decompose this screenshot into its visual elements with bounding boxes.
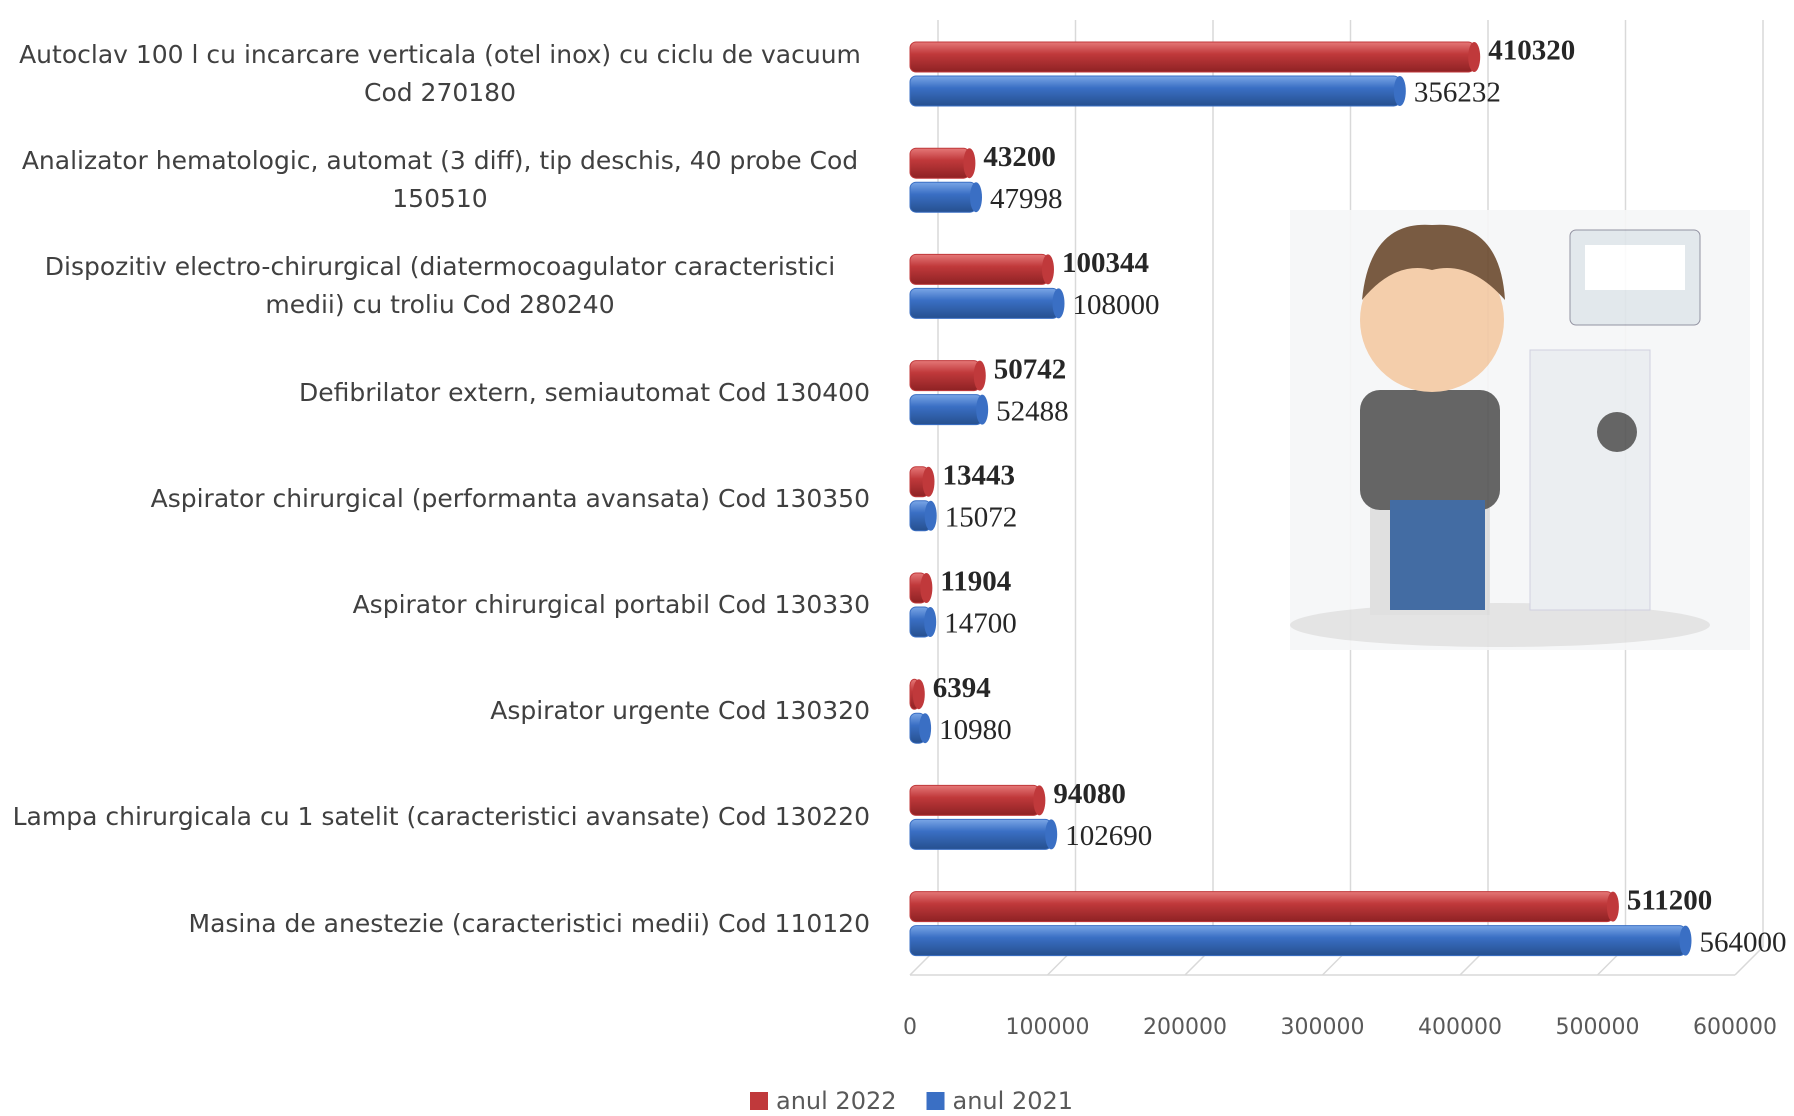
legend-swatch (750, 1092, 768, 1110)
data-label: 356232 (1414, 77, 1501, 109)
y-tick-label: Aspirator chirurgical (performanta avans… (150, 483, 870, 513)
data-label: 511200 (1627, 884, 1712, 916)
data-label: 43200 (983, 141, 1056, 173)
dial (1597, 412, 1637, 452)
x-tick-label: 600000 (1693, 1015, 1777, 1040)
bar-cap (1033, 785, 1046, 816)
category-label-box: Autoclav 100 l cu incarcare verticala (o… (10, 36, 870, 112)
machine (1529, 349, 1651, 611)
hair (1362, 224, 1505, 300)
illustration (1290, 210, 1750, 650)
data-label: 100344 (1062, 247, 1149, 279)
data-label: 108000 (1073, 289, 1160, 321)
data-label: 410320 (1488, 35, 1575, 67)
y-tick-label: Analizator hematologic, automat (3 diff)… (21, 146, 859, 214)
bar-cap (973, 360, 986, 391)
category-label-box: Aspirator chirurgical (performanta avans… (10, 480, 870, 518)
x-tick-label: 100000 (1006, 1015, 1090, 1040)
screen (1585, 245, 1685, 290)
legend-swatch (926, 1092, 945, 1110)
category-label-box: Aspirator urgente Cod 130320 (10, 692, 870, 730)
bar-cap (1393, 76, 1406, 106)
category-label-box: Defibrilator extern, semiautomat Cod 130… (10, 374, 870, 412)
bar (909, 891, 1614, 923)
y-tick-label: Dispozitiv electro-chirurgical (diatermo… (44, 252, 836, 320)
data-label: 13443 (942, 459, 1015, 491)
data-label: 102690 (1065, 820, 1152, 852)
bar-cap (1045, 819, 1058, 850)
bar-cap (963, 148, 976, 179)
legend-label: anul 2021 (953, 1087, 1074, 1115)
data-label: 14700 (944, 608, 1017, 640)
data-label: 11904 (940, 566, 1011, 598)
data-label: 47998 (990, 183, 1063, 215)
category-label-box: Lampa chirurgicala cu 1 satelit (caracte… (10, 798, 870, 836)
x-tick-label: 500000 (1556, 1015, 1640, 1040)
bar (909, 287, 1059, 319)
bar (909, 253, 1049, 285)
head (1360, 248, 1504, 392)
bar-cap (924, 500, 937, 531)
data-label: 15072 (945, 501, 1018, 533)
data-label: 564000 (1700, 926, 1787, 958)
bar-cap (920, 573, 933, 603)
y-tick-label: Aspirator chirurgical portabil Cod 13033… (352, 590, 870, 619)
bar-cap (1468, 42, 1481, 72)
bar-cap (976, 394, 989, 425)
y-tick-label: Lampa chirurgicala cu 1 satelit (caracte… (12, 802, 870, 832)
data-label: 50742 (994, 353, 1067, 385)
bar-cap (969, 182, 982, 213)
data-label: 52488 (996, 395, 1069, 427)
bar-cap (912, 679, 925, 710)
bar (909, 394, 983, 426)
y-tick-label: Aspirator urgente Cod 130320 (490, 696, 870, 726)
shirt (1360, 390, 1500, 510)
data-label: 6394 (933, 672, 991, 704)
bar (909, 818, 1052, 850)
bar-cap (919, 713, 932, 744)
legend-label: anul 2022 (776, 1087, 897, 1115)
bar (909, 41, 1475, 73)
category-label-box: Aspirator chirurgical portabil Cod 13033… (10, 586, 870, 624)
bar-cap (1041, 254, 1054, 285)
bar (909, 360, 981, 392)
bar-cap (922, 466, 935, 497)
jeans (1390, 500, 1485, 610)
category-label-box: Analizator hematologic, automat (3 diff)… (10, 142, 870, 218)
bar-cap (1606, 891, 1619, 922)
category-label-box: Masina de anestezie (caracteristici medi… (10, 905, 871, 943)
bar-cap (1679, 925, 1692, 956)
x-tick-label: 400000 (1418, 1015, 1502, 1040)
y-tick-label: Defibrilator extern, semiautomat Cod 130… (299, 377, 870, 407)
data-label: 10980 (939, 714, 1012, 746)
bar (909, 147, 970, 179)
y-tick-label: Masina de anestezie (caracteristici medi… (188, 908, 871, 938)
x-tick-label: 300000 (1281, 1015, 1365, 1040)
x-tick-label: 0 (903, 1015, 917, 1040)
bar (909, 925, 1686, 957)
bar (909, 181, 977, 213)
category-label-box: Dispozitiv electro-chirurgical (diatermo… (10, 248, 870, 324)
x-tick-label: 200000 (1143, 1015, 1227, 1040)
bar-cap (924, 607, 937, 637)
data-label: 94080 (1053, 778, 1126, 810)
bar (909, 75, 1401, 107)
y-tick-label: Autoclav 100 l cu incarcare verticala (o… (19, 40, 861, 107)
grid-line-floor (1734, 946, 1764, 976)
bar-cap (1052, 288, 1065, 319)
bar (909, 784, 1040, 816)
